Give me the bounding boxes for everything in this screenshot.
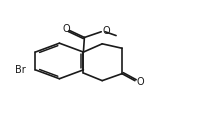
Text: O: O: [137, 77, 145, 87]
Text: Br: Br: [15, 65, 26, 75]
Text: O: O: [62, 25, 70, 34]
Text: O: O: [103, 26, 110, 36]
